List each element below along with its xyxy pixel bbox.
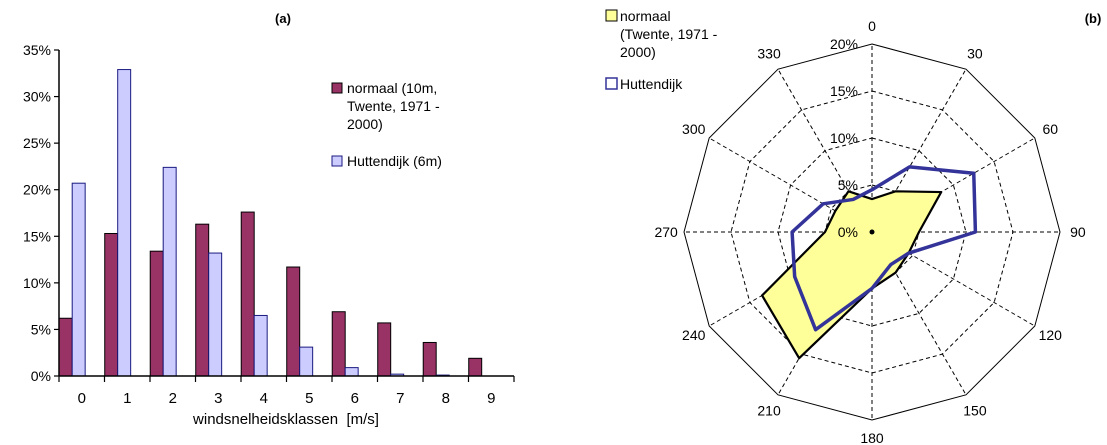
legend-label-normaal: 2000)	[347, 116, 383, 132]
radar-series-normaal	[761, 190, 943, 360]
bar-normaal	[422, 341, 437, 377]
bar-huttendijk	[253, 314, 268, 377]
direction-label: 270	[654, 224, 678, 240]
y-tick-label: 35%	[23, 42, 51, 58]
x-tick-label: 4	[260, 390, 268, 407]
bar-legend: normaal (10m, Twente, 1971 - 2000) Huttendi…	[331, 80, 442, 169]
y-tick-label: 5%	[31, 321, 51, 337]
x-tick-label: 9	[487, 390, 495, 407]
x-tick-label: 3	[214, 390, 222, 407]
bar-normaal	[377, 322, 392, 377]
bar-huttendijk	[162, 166, 177, 377]
bar-huttendijk	[299, 346, 314, 377]
radar-series	[761, 165, 978, 360]
x-tick-label: 0	[78, 390, 86, 407]
x-tick-label: 7	[396, 390, 404, 407]
direction-label: 90	[1070, 224, 1086, 240]
x-tick-label: 2	[169, 390, 177, 407]
direction-label: 0	[868, 18, 876, 34]
bar-normaal	[468, 357, 483, 377]
bar-normaal	[149, 250, 164, 377]
bar-normaal	[104, 232, 119, 377]
direction-label: 150	[963, 402, 987, 418]
legend-label-normaal: normaal	[620, 8, 671, 24]
bar-normaal	[195, 223, 210, 377]
direction-label: 60	[1042, 121, 1058, 137]
radar-series-huttendijk	[790, 165, 978, 332]
bar-series	[58, 69, 483, 377]
bar-huttendijk	[208, 252, 223, 377]
legend-swatch-normaal	[605, 9, 618, 22]
direction-label: 210	[757, 402, 781, 418]
x-axis-label: windsnelheidsklassen [m/s]	[192, 411, 379, 428]
y-tick-label: 15%	[23, 228, 51, 244]
legend-label-normaal: (Twente, 1971 -	[620, 26, 718, 42]
x-tick-label: 1	[123, 390, 131, 407]
direction-label: 30	[967, 46, 983, 62]
legend-label-huttendijk: Huttendijk	[620, 76, 683, 92]
bar-normaal	[286, 266, 301, 377]
direction-axis: 0 30 60 90 120 150 180 210 240 270 300 330	[654, 18, 1085, 445]
y-tick-label: 30%	[23, 89, 51, 105]
x-tick-label: 5	[305, 390, 313, 407]
y-tick-label: 0%	[31, 368, 51, 384]
radar-grid-ring	[683, 43, 1061, 421]
direction-label: 240	[682, 327, 706, 343]
radar-center-marker	[869, 229, 875, 235]
y-tick-label: 25%	[23, 135, 51, 151]
radial-tick-label: 20%	[830, 36, 858, 52]
radial-tick-label: 0%	[838, 224, 858, 240]
legend-label-normaal: 2000)	[620, 44, 656, 60]
radar-chart-panel-label: (b)	[1085, 11, 1102, 26]
radial-tick-label: 10%	[830, 130, 858, 146]
radial-axis: 0% 5% 10% 15% 20%	[830, 36, 858, 240]
radar-legend: normaal (Twente, 1971 - 2000) Huttendijk	[605, 8, 718, 92]
radial-tick-label: 15%	[830, 83, 858, 99]
direction-label: 300	[682, 121, 706, 137]
x-tick-label: 6	[351, 390, 359, 407]
legend-swatch-huttendijk	[605, 77, 618, 90]
direction-label: 330	[757, 46, 781, 62]
legend-label-normaal: normaal (10m,	[347, 80, 437, 96]
radial-tick-label: 5%	[838, 177, 858, 193]
radar-chart: (b) 0% 5% 10% 15% 20% 0 30 60 90 120 150 180 210 240…	[605, 8, 1102, 445]
legend-label-huttendijk: Huttendijk (6m)	[347, 153, 442, 169]
bar-huttendijk	[71, 182, 86, 377]
x-axis: 0 1 2 3 4 5 6 7 8 9	[58, 375, 515, 407]
direction-label: 120	[1039, 327, 1063, 343]
bar-huttendijk	[344, 367, 359, 377]
bar-chart-panel-label: (a)	[275, 11, 291, 26]
bar-normaal	[240, 211, 255, 377]
bar-huttendijk	[117, 69, 132, 377]
x-tick-label: 8	[442, 390, 450, 407]
bar-normaal	[331, 311, 346, 377]
y-tick-label: 20%	[23, 182, 51, 198]
bar-normaal	[58, 317, 73, 377]
y-axis: 0% 5% 10% 15% 20% 25% 30% 35%	[23, 42, 60, 384]
direction-label: 180	[860, 430, 884, 445]
bar-chart: (a) 0% 5% 10% 15% 20% 25% 30% 35% 0 1 2 3 4 5 6 7 8 9 wi…	[23, 11, 515, 428]
legend-swatch-normaal	[331, 82, 343, 94]
y-tick-label: 10%	[23, 275, 51, 291]
legend-swatch-huttendijk	[331, 155, 343, 167]
legend-label-normaal: Twente, 1971 -	[347, 98, 440, 114]
